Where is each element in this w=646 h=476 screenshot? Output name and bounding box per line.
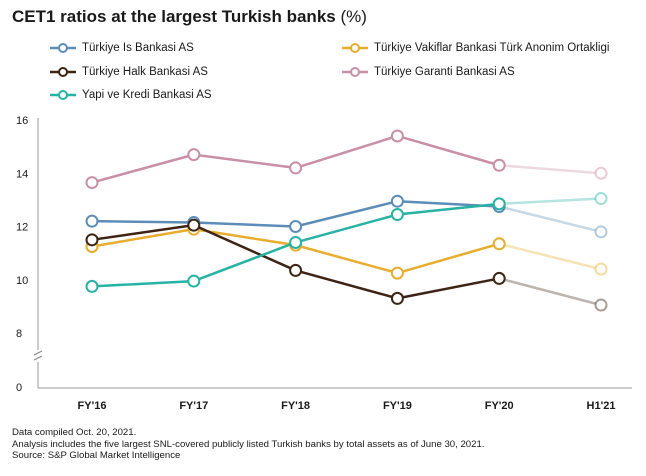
series-line [91, 134, 500, 184]
y-tick-label: 16 [16, 115, 28, 127]
series-2 [85, 218, 608, 312]
series-line-interim [498, 242, 602, 271]
data-point [85, 176, 99, 190]
legend-marker-icon [50, 90, 76, 100]
series-line-interim [499, 197, 602, 206]
x-tick-label: FY'17 [179, 400, 208, 412]
data-point [390, 194, 404, 208]
legend-marker-icon [342, 43, 368, 53]
x-tick-label: FY'18 [281, 400, 310, 412]
series-3 [85, 129, 608, 190]
note-data-compiled: Data compiled Oct. 20, 2021. [12, 427, 137, 438]
legend-label: Türkiye Is Bankasi AS [82, 42, 194, 54]
x-tick-label: FY'20 [485, 400, 514, 412]
x-tick-label: FY'19 [383, 400, 412, 412]
data-point [492, 271, 506, 285]
data-point [390, 266, 404, 280]
chart-title: CET1 ratios at the largest Turkish banks… [12, 7, 367, 27]
data-point [594, 166, 608, 180]
legend-marker-icon [50, 67, 76, 77]
data-point [289, 235, 303, 249]
data-point [594, 225, 608, 239]
legend-item-vakiflar: Türkiye Vakiflar Bankasi Türk Anonim Ort… [342, 42, 609, 54]
chart-notes: Data compiled Oct. 20, 2021. Analysis in… [12, 427, 484, 462]
legend-item-yapi-kredi: Yapi ve Kredi Bankasi AS [50, 89, 212, 101]
y-tick-label: 12 [16, 222, 28, 234]
data-point [187, 218, 201, 232]
data-point [289, 220, 303, 233]
legend-item-garanti: Türkiye Garanti Bankasi AS [342, 66, 515, 78]
y-tick-label: 0 [16, 382, 22, 394]
series-4 [85, 192, 608, 293]
data-point [594, 298, 608, 312]
data-point [492, 197, 506, 211]
data-point [187, 274, 201, 288]
note-analysis: Analysis includes the five largest SNL-c… [12, 438, 485, 450]
data-point [390, 129, 404, 143]
data-point [594, 262, 608, 276]
y-tick-label: 14 [16, 168, 28, 180]
legend-marker-icon [342, 67, 368, 77]
legend-label: Türkiye Vakiflar Bankasi Türk Anonim Ort… [374, 42, 610, 54]
data-point [85, 233, 99, 247]
legend-marker-icon [50, 43, 76, 53]
legend-item-halk: Türkiye Halk Bankasi AS [50, 66, 208, 78]
legend-label: Yapi ve Kredi Bankasi AS [82, 89, 212, 101]
data-point [594, 192, 608, 206]
y-tick-label: 10 [16, 275, 28, 287]
note-source: Source: S&P Global Market Intelligence [12, 450, 181, 462]
data-point [85, 279, 99, 293]
series-line-interim [498, 205, 602, 234]
data-point [390, 208, 404, 222]
data-point [390, 291, 404, 305]
legend-label: Türkiye Garanti Bankasi AS [374, 66, 515, 78]
data-point [289, 161, 303, 175]
data-point [289, 263, 303, 277]
legend: Türkiye Is Bankasi AS Türkiye Vakiflar B… [0, 0, 646, 110]
series-line-interim [499, 164, 602, 175]
y-tick-label: 8 [16, 328, 22, 340]
chart-title-unit: (%) [340, 7, 367, 26]
series-line-interim [498, 277, 602, 307]
line-chart: 16 14 12 10 8 0 FY'16 FY'17 FY'18 FY'19 FY'20 H1'21 [16, 115, 632, 412]
data-point [85, 214, 99, 228]
legend-item-is-bankasi: Türkiye Is Bankasi AS [50, 42, 194, 54]
chart-title-text: CET1 ratios at the largest Turkish banks [12, 7, 336, 26]
data-point [492, 237, 506, 251]
data-point [187, 148, 201, 162]
legend-label: Türkiye Halk Bankasi AS [82, 66, 208, 78]
axis-break-icon [33, 350, 43, 361]
x-tick-label: FY'16 [78, 400, 107, 412]
data-point [492, 158, 506, 172]
x-tick-label: H1'21 [587, 400, 616, 412]
series-1 [85, 222, 608, 280]
